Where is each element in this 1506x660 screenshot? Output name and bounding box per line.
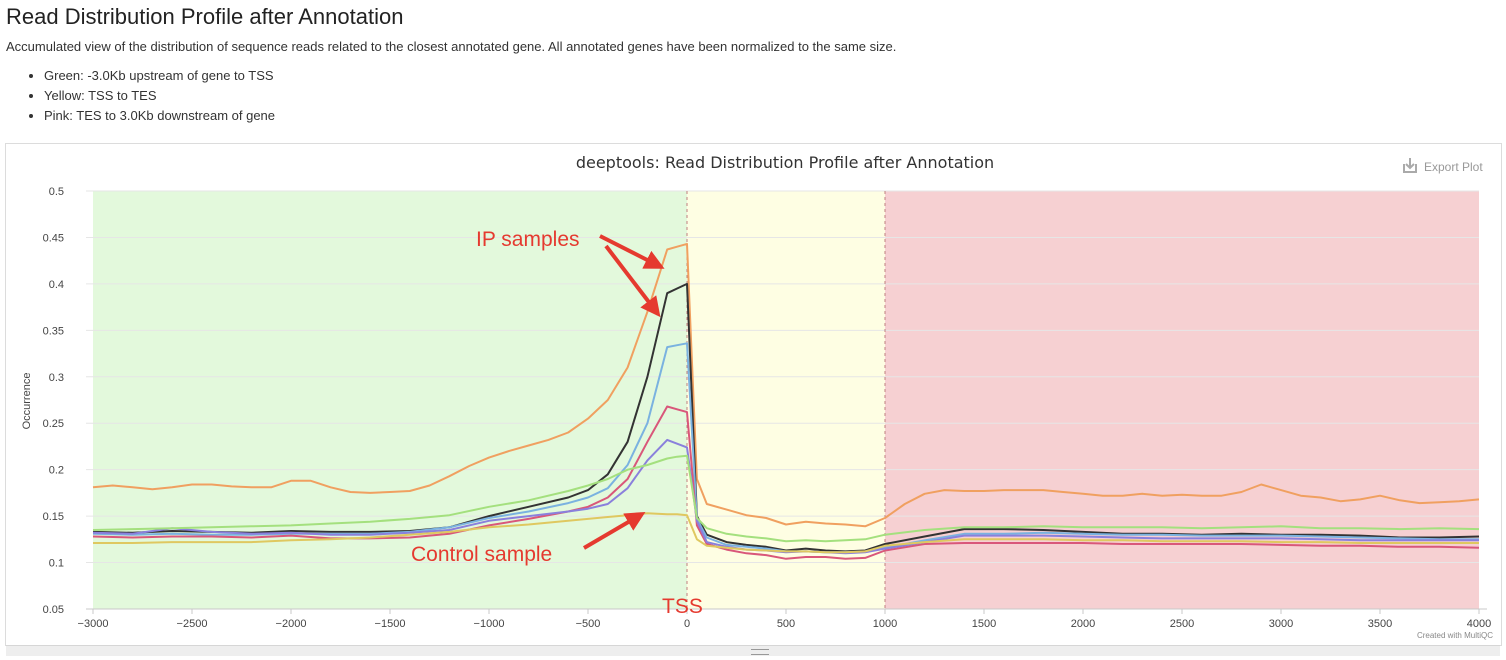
upstream-band — [93, 191, 687, 609]
region-legend-item-gene-body: Yellow: TSS to TES — [44, 86, 275, 106]
x-tick-label: −500 — [576, 618, 601, 630]
x-tick-label: 1000 — [873, 618, 897, 630]
y-tick-label: 0.3 — [49, 372, 64, 384]
x-tick-label: −3000 — [78, 618, 109, 630]
y-tick-label: 0.05 — [43, 604, 64, 616]
export-plot-button[interactable]: Export Plot — [1403, 158, 1483, 174]
section-description: Accumulated view of the distribution of … — [6, 39, 897, 54]
control-sample-annotation: Control sample — [411, 543, 552, 566]
x-tick-label: 4000 — [1467, 618, 1491, 630]
x-tick-label: 0 — [684, 618, 690, 630]
series-line-4[interactable] — [92, 405, 1480, 560]
y-tick-label: 0.25 — [43, 418, 64, 430]
ip-arrow-lower — [604, 244, 661, 318]
download-icon — [1403, 158, 1417, 173]
x-tick-label: −1500 — [375, 618, 406, 630]
y-tick-label: 0.2 — [49, 465, 64, 477]
x-tick-label: 2500 — [1170, 618, 1194, 630]
resize-bar[interactable] — [6, 645, 1500, 656]
y-axis-label: Occurrence — [21, 373, 33, 430]
line-chart: −3000 −2500 −2000 −1500 −1000 −500 0 500 1000 150… — [21, 153, 1493, 640]
drag-handle-icon[interactable] — [751, 649, 769, 655]
x-tick-label: 3500 — [1368, 618, 1392, 630]
region-legend-item-downstream: Pink: TES to 3.0Kb downstream of gene — [44, 106, 275, 126]
y-tick-label: 0.35 — [43, 325, 64, 337]
y-tick-label: 0.45 — [43, 232, 64, 244]
plot-panel: −3000 −2500 −2000 −1500 −1000 −500 0 500 1000 150… — [5, 143, 1502, 646]
export-plot-label: Export Plot — [1424, 160, 1483, 174]
x-tick-label: 3000 — [1269, 618, 1293, 630]
x-tick-label: −2000 — [276, 618, 307, 630]
y-tick-label: 0.15 — [43, 511, 64, 523]
control-arrow — [582, 511, 646, 550]
y-tick-label: 0.5 — [49, 186, 64, 198]
page-title: Read Distribution Profile after Annotati… — [6, 4, 404, 29]
ip-arrow-upper — [599, 234, 665, 269]
y-tick-label: 0.1 — [49, 558, 64, 570]
x-tick-label: 500 — [777, 618, 795, 630]
x-tick-label: 2000 — [1071, 618, 1095, 630]
x-tick-label: 1500 — [972, 618, 996, 630]
chart-title: deeptools: Read Distribution Profile aft… — [576, 153, 994, 172]
ip-samples-annotation: IP samples — [476, 228, 580, 251]
y-tick-label: 0.4 — [49, 279, 64, 291]
series-line-1[interactable] — [92, 242, 1480, 528]
tss-annotation: TSS — [662, 595, 703, 618]
region-legend-list: Green: -3.0Kb upstream of gene to TSS Ye… — [26, 66, 275, 126]
x-tick-label: −1000 — [474, 618, 505, 630]
region-legend-item-upstream: Green: -3.0Kb upstream of gene to TSS — [44, 66, 275, 86]
x-tick-label: −2500 — [177, 618, 208, 630]
series-line-6[interactable] — [92, 454, 1480, 543]
series-line-7[interactable] — [93, 512, 1479, 554]
multiqc-credit: Created with MultiQC — [1417, 631, 1493, 640]
